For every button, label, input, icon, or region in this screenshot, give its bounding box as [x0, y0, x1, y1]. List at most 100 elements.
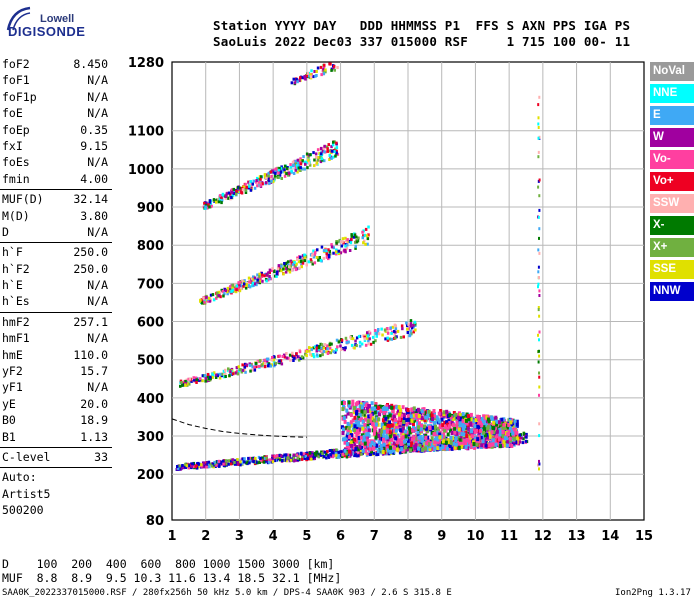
echo-point: [230, 462, 233, 466]
echo-point: [388, 404, 392, 409]
echo-point: [246, 462, 249, 466]
echo-point: [347, 442, 351, 447]
param-row-foep: foEp 0.35: [0, 122, 112, 138]
echo-point: [383, 422, 387, 427]
echo-point: [268, 181, 271, 185]
echo-point: [423, 418, 427, 423]
param-row-h-f: h`F 250.0: [0, 244, 112, 260]
echo-point: [356, 452, 360, 456]
echo-point: [388, 430, 392, 435]
echo-point: [326, 344, 329, 348]
params-group-virtual-heights: h`F 250.0 h`F2 250.0 h`E N/A h`Es N/A: [0, 244, 112, 310]
echo-point: [182, 383, 185, 387]
echo-point: [492, 441, 496, 446]
legend-item-x: X+: [650, 238, 694, 257]
echo-point: [310, 353, 314, 357]
echo-point: [380, 447, 384, 452]
echo-point: [343, 419, 347, 424]
echo-point: [288, 268, 291, 272]
echo-point: [511, 422, 514, 427]
echo-point: [304, 352, 307, 356]
echo-point: [205, 379, 209, 383]
echo-point: [326, 147, 329, 151]
echo-point: [271, 454, 274, 458]
echo-point: [440, 417, 444, 422]
echo-point: [197, 378, 200, 382]
echo-point: [336, 66, 339, 69]
echo-point: [322, 72, 326, 76]
echo-point: [345, 246, 349, 250]
echo-point: [247, 276, 251, 280]
echo-point: [407, 322, 410, 326]
echo-point: [505, 443, 509, 448]
echo-point: [341, 452, 345, 456]
echo-point: [416, 418, 419, 423]
echo-point: [376, 453, 380, 456]
echo-point: [312, 353, 315, 357]
echo-point: [361, 230, 364, 234]
echo-point: [538, 314, 541, 318]
echo-point: [482, 430, 486, 435]
echo-point: [382, 434, 386, 439]
echo-point: [362, 434, 366, 439]
echo-point: [464, 430, 468, 435]
echo-point: [236, 458, 239, 461]
echo-point: [235, 461, 238, 465]
param-row-foes: foEs N/A: [0, 154, 112, 170]
echo-point: [522, 437, 525, 441]
echo-point: [242, 284, 245, 288]
echo-point: [383, 429, 387, 434]
echo-point: [320, 346, 324, 350]
echo-point: [453, 427, 457, 432]
echo-point: [288, 270, 292, 274]
echo-point: [308, 454, 312, 458]
echo-point: [509, 420, 513, 425]
echo-point: [349, 413, 353, 418]
echo-point: [299, 157, 302, 161]
echo-point: [412, 406, 416, 411]
echo-point: [405, 407, 408, 412]
echo-point: [537, 126, 540, 129]
param-name: foEs: [2, 155, 30, 170]
echo-point: [377, 332, 381, 336]
echo-point: [242, 280, 245, 284]
echo-point: [309, 73, 312, 77]
param-value: 8.450: [73, 57, 108, 71]
echo-point: [386, 426, 389, 431]
echo-point: [201, 301, 204, 305]
echo-point: [259, 177, 262, 181]
param-value: 4.00: [80, 171, 108, 186]
echo-point: [480, 416, 484, 421]
echo-point: [482, 425, 486, 430]
echo-point: [323, 63, 326, 67]
echo-point: [230, 460, 233, 464]
echo-point: [450, 446, 454, 451]
params-group-critical-frequencies: foF2 8.450 foF1 N/A foF1p N/A foE N/A foEp 0.35 fx…: [0, 56, 112, 187]
echo-point: [380, 423, 384, 428]
echo-point: [244, 182, 247, 186]
echo-point: [538, 236, 540, 240]
param-row-h-e: h`E N/A: [0, 277, 112, 293]
echo-point: [350, 237, 353, 241]
echo-point: [468, 440, 472, 445]
echo-point: [291, 262, 295, 266]
echo-point: [235, 288, 238, 292]
echo-point: [307, 260, 311, 264]
echo-point: [366, 407, 369, 411]
echo-point: [329, 62, 332, 66]
echo-point: [273, 168, 276, 172]
echo-point: [434, 435, 438, 440]
echo-point: [217, 294, 220, 298]
echo-point: [216, 292, 219, 295]
echo-point: [264, 181, 268, 185]
echo-point: [398, 421, 402, 426]
echo-point: [292, 359, 295, 362]
echo-point: [474, 438, 478, 443]
param-value: 32.14: [73, 192, 108, 207]
echo-point: [296, 170, 299, 174]
echo-point: [385, 444, 388, 448]
echo-point: [385, 446, 389, 451]
echo-point: [443, 428, 447, 433]
echo-point: [360, 445, 364, 450]
echo-point: [345, 341, 348, 345]
